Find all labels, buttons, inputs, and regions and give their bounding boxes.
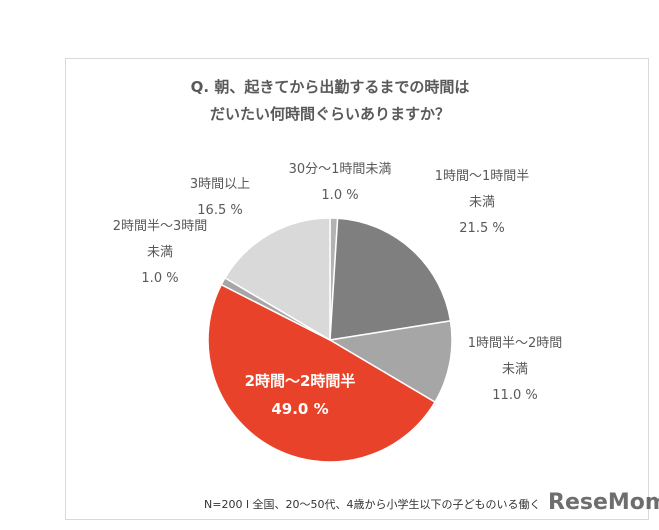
chart-title: Q. 朝、起きてから出勤するまでの時間は だいたい何時間ぐらいありますか？: [190, 78, 470, 123]
value-label: 16.5 %: [197, 203, 243, 218]
value-label: 21.5 %: [459, 221, 505, 236]
category-label: 2時間半～3時間 未満: [112, 219, 208, 260]
slice-label: 2時間半～3時間 未満 1.0 %: [113, 214, 208, 292]
pie-slice: [223, 217, 331, 342]
value-label: 11.0 %: [492, 388, 538, 403]
value-label: 1.0 %: [321, 188, 359, 203]
slice-label: 2時間～2時間半 49.0 %: [245, 367, 356, 423]
category-label: 3時間以上: [189, 177, 251, 192]
value-label: 1.0 %: [141, 271, 179, 286]
chart-frame: [65, 58, 649, 520]
slice-label: 30分～1時間未満 1.0 %: [289, 157, 392, 209]
slice-label: 3時間以上 16.5 %: [190, 172, 250, 224]
pie-slice: [207, 283, 437, 463]
note: N=200 l 全国、20～50代、4歳から小学生以下の子どものいる働く: [204, 498, 541, 511]
category-label: 30分～1時間未満: [288, 162, 392, 177]
slice-label: 1時間～1時間半 未満 21.5 %: [435, 164, 530, 242]
category-label: 1時間半～2時間 未満: [467, 336, 563, 377]
watermark: ReseMom: [548, 490, 659, 515]
value-label: 49.0 %: [271, 400, 329, 418]
pie-slice: [329, 217, 452, 341]
category-label: 2時間～2時間半: [244, 372, 356, 390]
pie-slice: [327, 320, 453, 404]
slice-label: 1時間半～2時間 未満 11.0 %: [468, 331, 563, 409]
category-label: 1時間～1時間半 未満: [434, 169, 530, 210]
